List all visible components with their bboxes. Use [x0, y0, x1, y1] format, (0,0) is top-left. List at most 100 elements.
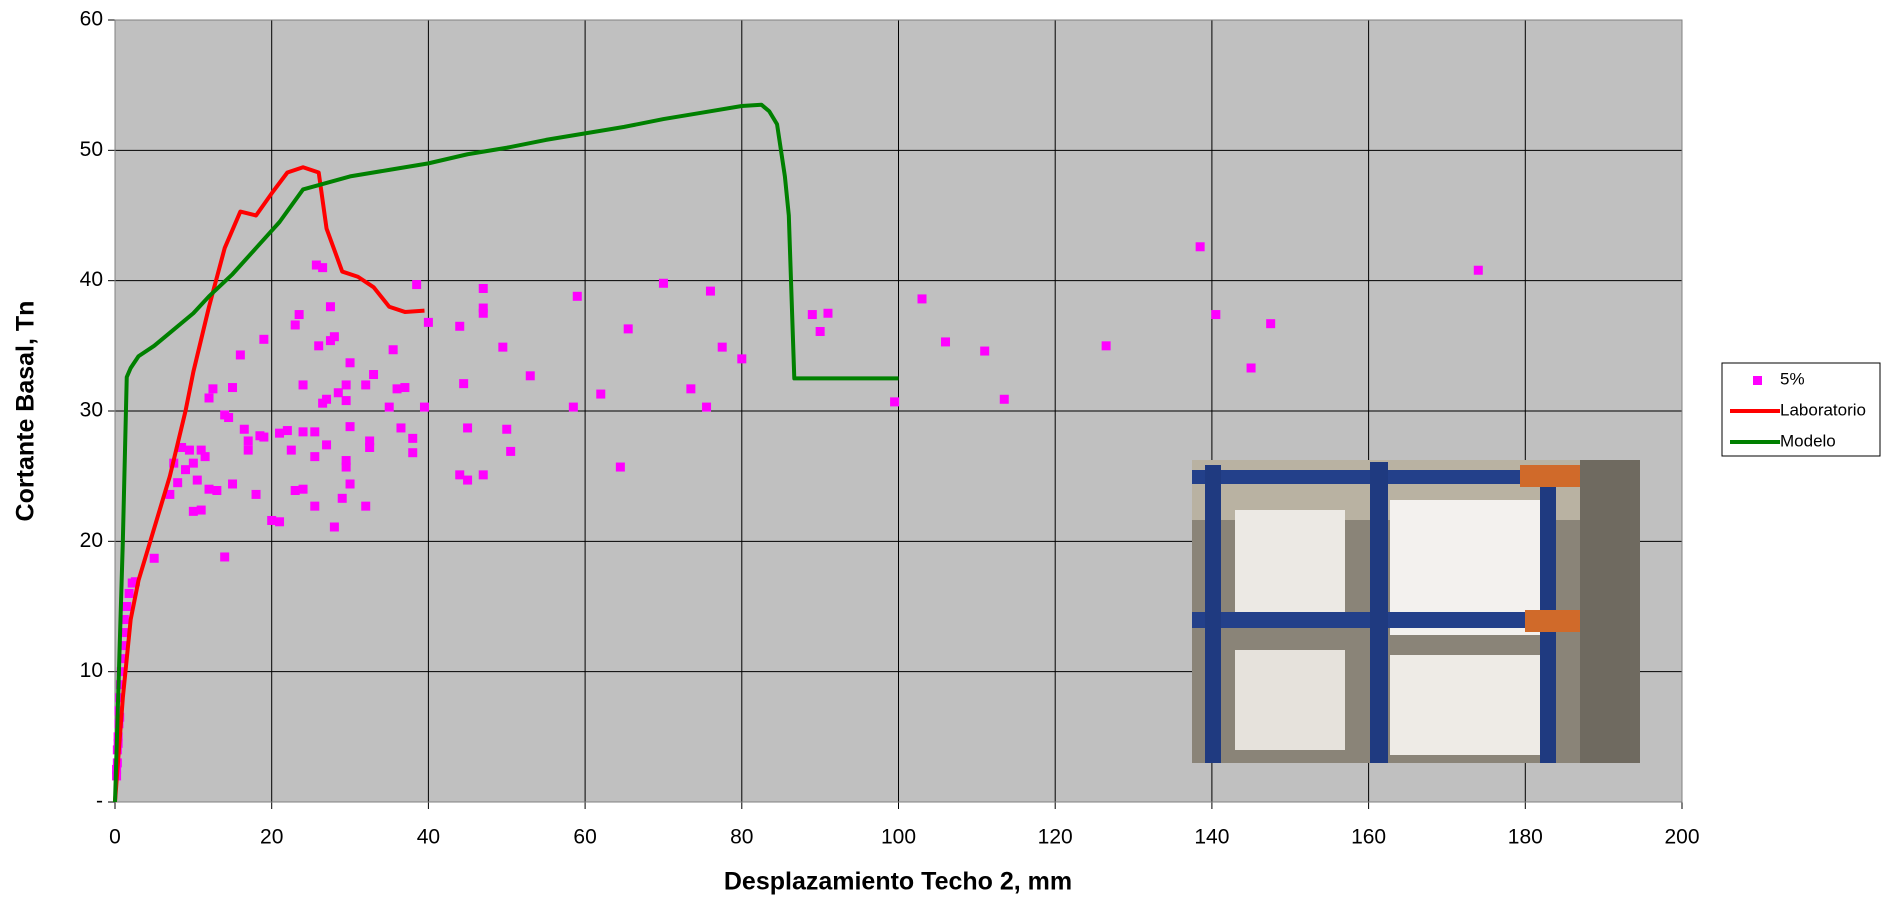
scatter-point: [275, 517, 284, 526]
scatter-point: [702, 403, 711, 412]
scatter-point: [236, 350, 245, 359]
scatter-point: [737, 354, 746, 363]
scatter-point: [244, 446, 253, 455]
scatter-point: [463, 476, 472, 485]
scatter-point: [365, 436, 374, 445]
scatter-point: [181, 465, 190, 474]
x-tick-label: 200: [1664, 826, 1699, 849]
scatter-point: [463, 423, 472, 432]
scatter-point: [502, 425, 511, 434]
y-tick-label: 20: [80, 529, 103, 552]
y-tick-label: 10: [80, 659, 103, 682]
scatter-point: [412, 280, 421, 289]
scatter-point: [1266, 319, 1275, 328]
scatter-point: [244, 436, 253, 445]
scatter-point: [220, 552, 229, 561]
scatter-point: [228, 383, 237, 392]
scatter-point: [185, 446, 194, 455]
scatter-point: [314, 341, 323, 350]
scatter-point: [396, 423, 405, 432]
scatter-point: [1474, 266, 1483, 275]
scatter-point: [291, 320, 300, 329]
scatter-point: [890, 397, 899, 406]
scatter-point: [459, 379, 468, 388]
scatter-point: [201, 452, 210, 461]
legend-label: Modelo: [1780, 431, 1836, 450]
scatter-point: [1000, 395, 1009, 404]
x-tick-label: 20: [260, 826, 283, 849]
x-axis-title: Desplazamiento Techo 2, mm: [724, 868, 1072, 896]
scatter-point: [479, 284, 488, 293]
scatter-point: [369, 370, 378, 379]
scatter-point: [569, 403, 578, 412]
scatter-point: [706, 287, 715, 296]
scatter-point: [299, 427, 308, 436]
scatter-point: [408, 448, 417, 457]
scatter-point: [334, 388, 343, 397]
scatter-point: [299, 380, 308, 389]
scatter-point: [624, 324, 633, 333]
scatter-point: [322, 395, 331, 404]
scatter-point: [455, 470, 464, 479]
scatter-point: [267, 516, 276, 525]
scatter-point: [205, 393, 214, 402]
scatter-point: [259, 433, 268, 442]
scatter-point: [1102, 341, 1111, 350]
scatter-point: [330, 332, 339, 341]
scatter-point: [150, 554, 159, 563]
scatter-point: [718, 343, 727, 352]
scatter-point: [310, 452, 319, 461]
scatter-point: [941, 337, 950, 346]
scatter-point: [1211, 310, 1220, 319]
scatter-point: [224, 413, 233, 422]
scatter-point: [189, 459, 198, 468]
scatter-point: [189, 507, 198, 516]
scatter-point: [125, 589, 134, 598]
y-tick-label: 60: [80, 8, 103, 31]
scatter-point: [808, 310, 817, 319]
scatter-point: [573, 292, 582, 301]
legend-marker: [1753, 376, 1762, 385]
scatter-point: [596, 390, 605, 399]
x-tick-label: 140: [1194, 826, 1229, 849]
scatter-point: [342, 380, 351, 389]
scatter-point: [389, 345, 398, 354]
x-tick-label: 180: [1508, 826, 1543, 849]
scatter-point: [526, 371, 535, 380]
y-tick-label: -: [96, 790, 103, 813]
x-tick-label: 0: [109, 826, 121, 849]
scatter-point: [338, 494, 347, 503]
scatter-point: [1196, 242, 1205, 251]
scatter-point: [295, 310, 304, 319]
scatter-point: [275, 429, 284, 438]
y-tick-label: 30: [80, 399, 103, 422]
scatter-point: [686, 384, 695, 393]
scatter-point: [193, 476, 202, 485]
scatter-point: [287, 446, 296, 455]
y-tick-label: 50: [80, 138, 103, 161]
scatter-point: [400, 383, 409, 392]
scatter-point: [1247, 363, 1256, 372]
scatter-point: [318, 263, 327, 272]
scatter-point: [212, 486, 221, 495]
inset-photo: [1192, 460, 1640, 763]
scatter-point: [342, 396, 351, 405]
scatter-point: [283, 426, 292, 435]
scatter-point: [208, 384, 217, 393]
scatter-point: [346, 358, 355, 367]
scatter-point: [816, 327, 825, 336]
scatter-point: [342, 456, 351, 465]
scatter-point: [346, 422, 355, 431]
scatter-point: [322, 440, 331, 449]
scatter-point: [479, 309, 488, 318]
scatter-point: [326, 302, 335, 311]
scatter-point: [252, 490, 261, 499]
scatter-point: [122, 602, 131, 611]
scatter-point: [408, 434, 417, 443]
scatter-point: [228, 479, 237, 488]
x-tick-label: 60: [573, 826, 596, 849]
legend-label: 5%: [1780, 369, 1805, 388]
scatter-point: [310, 427, 319, 436]
scatter-point: [455, 322, 464, 331]
scatter-point: [616, 463, 625, 472]
